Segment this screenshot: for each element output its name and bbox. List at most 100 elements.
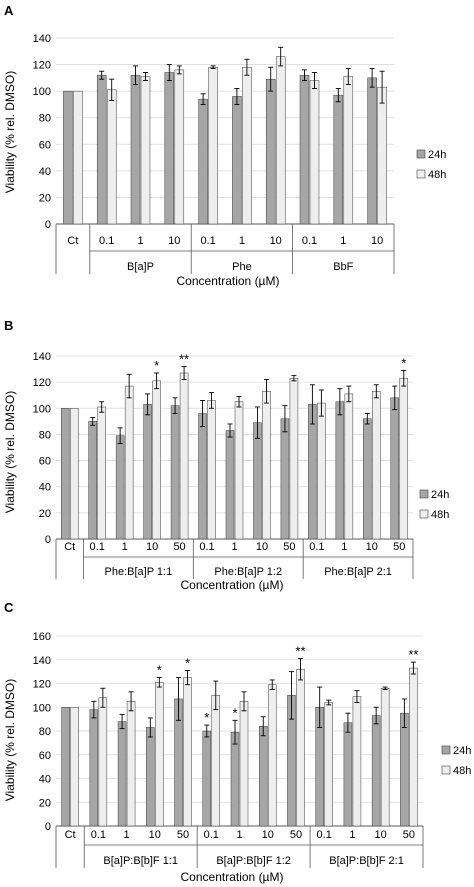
panel-b-y-tick-label: 0: [45, 534, 51, 546]
panel-a-bar-24h-2: [130, 74, 141, 225]
panel-b-group-label: Phe:B[a]P 1:2: [214, 566, 282, 578]
panel-c-significance-mark: *: [204, 710, 209, 725]
panel-c-bar-24h-12: [400, 712, 409, 827]
panel-b-bar-48h-5: [207, 400, 216, 540]
panel-b-x-tick-label: 0.1: [309, 541, 324, 553]
panel-b-bar-24h-12: [390, 397, 400, 540]
panel-c-bar-48h-9: [324, 702, 333, 827]
panel-b-bar-48h-6: [234, 401, 244, 540]
panel-a-bar-24h-6: [265, 78, 276, 225]
panel-c-bar-48h-12: [409, 667, 418, 827]
panel-a-x-tick-label: Ct: [67, 235, 78, 247]
panel-b-x-axis-label: Concentration (µM): [181, 578, 284, 592]
panel-b-significance-mark: **: [179, 351, 189, 366]
panel-c-x-tick-label: Ct: [65, 829, 76, 841]
panel-b-bar-24h-4: [170, 405, 180, 540]
panel-a-bar-48h-3: [174, 69, 185, 225]
panel-a-y-tick-label: 0: [45, 219, 51, 231]
panel-b-group-label: Phe:B[a]P 1:1: [105, 566, 173, 578]
panel-c-bar-48h-10: [352, 696, 362, 827]
panel-b-legend-48h: 48h: [431, 509, 449, 521]
panel-b-bar-48h-1: [97, 406, 106, 540]
panel-b-legend-swatch-24h: [419, 489, 429, 499]
panel-b-y-tick-label: 20: [39, 508, 51, 520]
panel-c-significance-mark: *: [157, 663, 162, 678]
panel-c-y-tick-label: 160: [33, 631, 51, 643]
panel-c-y-tick-label: 120: [33, 679, 51, 691]
panel-b-bar-48h-11: [372, 391, 381, 540]
panel-a-legend-24h: 24h: [428, 149, 446, 161]
panel-b-bar-48h-12: [399, 377, 409, 540]
panel-c-bar-24h-5: [202, 730, 212, 827]
panel-b-x-tick-label: 1: [341, 541, 347, 553]
panel-c-legend-24h: 24h: [453, 745, 471, 757]
panel-a-legend-swatch-48h: [416, 169, 426, 179]
panel-c-legend-48h: 48h: [453, 765, 471, 777]
panel-b-y-tick-label: 40: [39, 482, 51, 494]
panel-a-x-tick-label: 0.1: [302, 235, 317, 247]
panel-a-bar-24h-0: [63, 90, 73, 225]
panel-c-x-tick-label: 50: [177, 829, 189, 841]
panel-a-x-tick-label: 1: [340, 235, 346, 247]
panel-c-bar-24h-10: [343, 722, 353, 827]
panel-b-legend-24h: 24h: [431, 489, 449, 501]
panel-c-y-tick-label: 140: [33, 655, 51, 667]
panel-c-group-label: B[a]P:B[b]F 2:1: [329, 855, 404, 867]
panel-c-x-tick-label: 1: [349, 829, 355, 841]
panel-b-x-tick-label: 1: [231, 541, 237, 553]
panel-a-group-label: BbF: [333, 261, 353, 273]
panel-a-x-tick-label: 1: [239, 235, 245, 247]
panel-a-bar-24h-7: [299, 74, 310, 225]
panel-c-y-tick-label: 100: [33, 702, 51, 714]
panel-a-letter: A: [4, 3, 14, 18]
panel-a-bar-24h-9: [367, 77, 377, 225]
panel-c-x-tick-label: 1: [124, 829, 130, 841]
panel-b-bar-48h-4: [179, 372, 189, 540]
panel-a-bar-48h-4: [208, 66, 218, 225]
panel-a-plot: 0 20 40 60 80 100 120 140 Ct 0.1 1 10 0.1 1 10 0.1 1 10 B[…: [33, 33, 395, 274]
panel-b-bar-24h-9: [308, 404, 317, 540]
panel-b-x-tick-label: 0.1: [199, 541, 214, 553]
panel-c-bar-24h-0: [61, 707, 70, 827]
panel-a-bar-48h-1: [106, 89, 117, 225]
panel-c-legend-swatch-48h: [441, 765, 451, 775]
panel-a-bar-48h-2: [140, 76, 151, 225]
panel-b-y-axis-label: Viability (% rel. DMSO): [3, 391, 17, 513]
panel-b-bar-48h-0: [69, 408, 79, 540]
panel-c-x-tick-label: 50: [403, 829, 415, 841]
panel-b-bar-24h-10: [335, 401, 345, 540]
panel-c-y-tick-label: 40: [39, 774, 51, 786]
panel-b-bar-24h-7: [253, 422, 262, 540]
panel-b-bar-24h-3: [143, 404, 152, 540]
panel-a-y-tick-label: 60: [39, 139, 51, 151]
panel-a-legend-swatch-24h: [416, 149, 426, 159]
panel-b-x-tick-label: 1: [122, 541, 128, 553]
panel-b-x-tick-label: 50: [283, 541, 295, 553]
panel-a-x-tick-label: 1: [137, 235, 143, 247]
panel-a-y-tick-label: 120: [33, 60, 51, 72]
panel-c-x-tick-label: 50: [290, 829, 302, 841]
panel-b-x-tick-label: 10: [366, 541, 378, 553]
panel-b-y-tick-label: 120: [33, 377, 51, 389]
panel-c-bar-24h-2: [117, 721, 127, 827]
panel-b-bar-48h-7: [262, 391, 271, 540]
panel-c-bar-24h-6: [230, 731, 240, 827]
panel-a-x-axis-label: Concentration (µM): [177, 274, 280, 288]
panel-c-bar-24h-11: [371, 715, 381, 827]
panel-b-x-tick-label: 10: [256, 541, 268, 553]
panel-a-y-axis-label: Viability (% rel. DMSO): [3, 71, 17, 193]
panel-b-x-tick-label: Ct: [64, 541, 75, 553]
panel-c-bar-24h-7: [258, 726, 268, 827]
panel-b-bar-48h-2: [124, 385, 134, 540]
panel-b: B Viability (% rel. DMSO) Concentration …: [3, 318, 449, 592]
panel-c-y-tick-label: 20: [39, 797, 51, 809]
panel-b-bar-24h-11: [363, 418, 372, 540]
panel-b-bar-48h-8: [289, 377, 299, 540]
panel-c-bar-48h-4: [183, 677, 192, 827]
panel-b-letter: B: [4, 318, 13, 333]
panel-b-bar-24h-8: [280, 418, 290, 540]
panel-c-bar-48h-11: [380, 688, 390, 827]
panel-b-y-tick-label: 60: [39, 456, 51, 468]
